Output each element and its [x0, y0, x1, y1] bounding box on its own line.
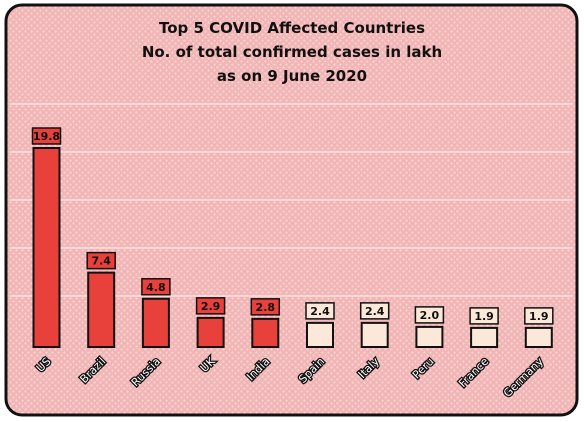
bar-uk — [196, 316, 225, 349]
title-line-2: No. of total confirmed cases in lakh — [142, 43, 442, 61]
value-label-germany: 1.9 — [529, 310, 549, 323]
value-label-box-spain — [305, 302, 335, 320]
bar-peru — [415, 325, 444, 348]
bars — [32, 147, 553, 349]
value-label-peru: 2.0 — [420, 309, 440, 322]
value-label-india: 2.8 — [256, 301, 276, 314]
value-label-brazil: 7.4 — [91, 255, 111, 268]
value-label-box-uk — [195, 297, 226, 315]
chart-title: Top 5 COVID Affected Countries No. of to… — [142, 19, 442, 85]
bar-france — [470, 326, 499, 349]
value-label-box-us — [31, 127, 62, 145]
value-labels: 19.8 7.4 4.8 2.9 2.8 2.4 2.4 2.0 1.9 1.9 — [31, 127, 554, 325]
value-label-box-india — [250, 298, 281, 316]
bar-italy — [360, 321, 389, 348]
title-line-1: Top 5 COVID Affected Countries — [159, 19, 425, 37]
gridlines — [10, 103, 573, 297]
bar-brazil — [87, 271, 116, 348]
value-label-box-italy — [359, 302, 390, 320]
value-label-box-germany — [524, 307, 554, 325]
value-label-france: 1.9 — [474, 310, 494, 323]
value-label-spain: 2.4 — [310, 305, 330, 318]
title-line-3: as on 9 June 2020 — [217, 67, 367, 85]
bar-us — [32, 147, 61, 348]
value-label-box-russia — [141, 278, 171, 296]
bar-germany — [524, 326, 553, 349]
bar-russia — [141, 297, 170, 348]
value-label-box-peru — [414, 306, 445, 324]
value-label-box-brazil — [86, 251, 116, 270]
value-label-uk: 2.9 — [201, 300, 221, 313]
bar-spain — [306, 321, 334, 348]
value-label-box-france — [469, 307, 499, 325]
value-label-italy: 2.4 — [365, 305, 385, 318]
value-label-russia: 4.8 — [146, 281, 166, 294]
bar-india — [251, 317, 280, 348]
value-label-us: 19.8 — [33, 130, 60, 143]
